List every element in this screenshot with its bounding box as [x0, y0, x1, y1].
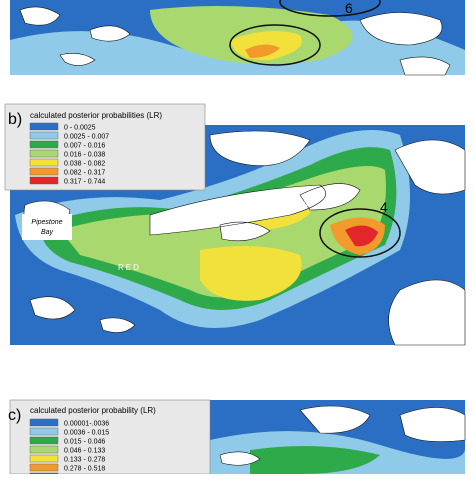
map-label: Pipestone	[31, 219, 62, 226]
map-label: Bay	[41, 229, 54, 236]
legend-swatch	[29, 454, 59, 463]
legend-label: 0.038 - 0.082	[64, 161, 105, 168]
panel-c-map	[210, 400, 466, 474]
legend-swatch	[29, 158, 59, 167]
legend: b) calculated posterior probabilities (L…	[4, 103, 206, 191]
legend-swatch	[29, 436, 59, 445]
legend-swatch	[29, 418, 59, 427]
legend-title: calculated posterior probability (LR)	[30, 406, 156, 415]
legend-label: 0.046 - 0.133	[64, 448, 105, 455]
legend-label: 0.0025 - 0.007	[64, 134, 109, 141]
legend-label: 0.133 - 0.278	[64, 457, 105, 464]
legend-label: 0.016 - 0.038	[64, 152, 105, 159]
legend-label: 0.082 - 0.317	[64, 170, 105, 177]
map-label: RED	[118, 263, 141, 272]
map-label: 4	[380, 199, 388, 215]
legend-swatch	[29, 122, 59, 131]
legend-label: 0.00001-.0036	[64, 421, 109, 428]
map-label: 6	[345, 0, 353, 16]
legend-label: 0.317 - 0.744	[64, 179, 105, 186]
legend-label: 0.278 - 0.518	[64, 466, 105, 473]
legend-label: 0 - 0.0025	[64, 125, 96, 132]
legend-label: 0.007 - 0.016	[64, 143, 105, 150]
legend-swatch	[29, 140, 59, 149]
legend-swatch	[29, 149, 59, 158]
legend-swatch	[29, 445, 59, 454]
legend-swatch	[29, 176, 59, 185]
legend-title: calculated posterior probabilities (LR)	[30, 111, 162, 120]
legend-swatch	[29, 167, 59, 176]
legend-label: 0.015 - 0.046	[64, 439, 105, 446]
panel-label: c)	[8, 407, 21, 424]
panel-label: b)	[8, 111, 22, 128]
legend-swatch	[29, 131, 59, 140]
legend-swatch	[29, 463, 59, 472]
legend-label: 0.0036 - 0.015	[64, 430, 109, 437]
legend-swatch	[29, 427, 59, 436]
legend: c) calculated posterior probability (LR)…	[8, 399, 211, 479]
panel-a-map: 6	[10, 0, 465, 76]
